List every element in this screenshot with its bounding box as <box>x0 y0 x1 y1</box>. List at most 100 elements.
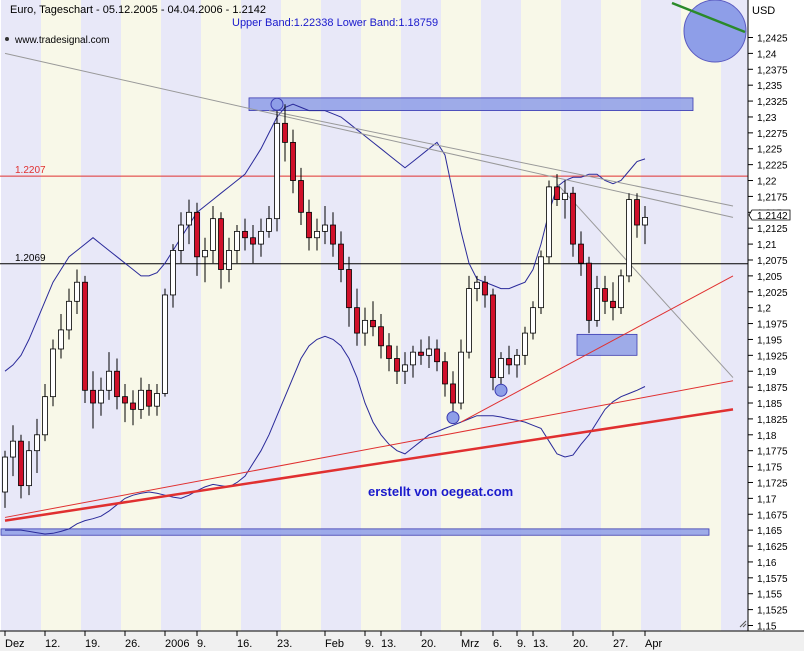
last-price-label: 1.2142 <box>757 211 788 222</box>
candle <box>218 212 224 289</box>
candle-body <box>570 192 576 245</box>
x-axis-background <box>0 631 804 651</box>
week-stripe <box>441 0 481 631</box>
candle-body <box>466 288 472 353</box>
highlight-circle <box>446 411 460 425</box>
candle-body <box>610 300 616 309</box>
y-tick-label: 1,19 <box>757 367 777 378</box>
candle <box>578 231 584 276</box>
candle <box>138 377 144 419</box>
candle-body <box>458 351 464 404</box>
weekly-background-stripes <box>1 0 748 631</box>
highlight-circle <box>270 97 284 111</box>
x-tick-label: 9. <box>197 638 206 650</box>
y-tick-label: 1,1925 <box>757 351 788 362</box>
candle-body <box>322 224 328 232</box>
x-tick-label: Mrz <box>461 638 479 650</box>
candle <box>186 199 192 245</box>
candle-body <box>90 389 96 404</box>
week-stripe <box>1 0 41 631</box>
y-tick-label: 1,175 <box>757 463 782 474</box>
candle <box>2 450 8 508</box>
candle <box>210 205 216 264</box>
candle-body <box>418 351 424 356</box>
trendline <box>4 408 734 522</box>
green-trend-arrow-icon <box>671 1 746 34</box>
y-tick-label: 1,165 <box>757 526 782 537</box>
candle-body <box>114 370 120 398</box>
highlight-boxes <box>0 97 710 536</box>
candle <box>306 199 312 251</box>
candle-body <box>330 224 336 245</box>
candle <box>178 212 184 264</box>
y-tick-label: 1,2175 <box>757 192 788 203</box>
candle <box>114 358 120 410</box>
candle-body <box>226 250 232 270</box>
candle-body <box>562 192 568 200</box>
candle <box>26 441 32 496</box>
candle <box>522 326 528 365</box>
candle-body <box>338 243 344 270</box>
y-tick-label: 1,2075 <box>757 256 788 267</box>
x-tick-label: 2006 <box>165 638 189 650</box>
decorative-circle-icon <box>683 0 747 63</box>
reference-line-labels: 1.2207 1.2069 <box>15 165 46 264</box>
candle-body <box>554 186 560 200</box>
y-tick-label: 1,21 <box>757 240 777 251</box>
candle-body <box>18 440 24 487</box>
candle-body <box>546 186 552 258</box>
candle-body <box>426 348 432 356</box>
trendline <box>460 275 734 423</box>
currency-label: USD <box>752 5 775 17</box>
candle-body <box>498 358 504 378</box>
y-tick-label: 1,155 <box>757 590 782 601</box>
week-stripe <box>201 0 241 631</box>
candle <box>410 345 416 378</box>
y-axis-background <box>748 0 804 631</box>
candle-body <box>594 288 600 321</box>
x-tick-label: 9. <box>365 638 374 650</box>
week-stripe <box>241 0 281 631</box>
candle <box>106 352 112 400</box>
candle-body <box>618 275 624 309</box>
x-tick-label: 9. <box>517 638 526 650</box>
y-tick-label: 1,1975 <box>757 320 788 331</box>
source-bullet-icon <box>5 37 9 41</box>
candle-body <box>234 230 240 251</box>
trendline <box>268 110 734 207</box>
candle-body <box>122 396 128 404</box>
y-tick-label: 1,195 <box>757 335 782 346</box>
candle-body <box>178 224 184 251</box>
candle-body <box>306 211 312 239</box>
candle-body <box>98 389 104 404</box>
candle <box>602 275 608 315</box>
candle <box>122 383 128 423</box>
candle <box>546 180 552 264</box>
candle-body <box>538 256 544 309</box>
y-tick-label: 1,1825 <box>757 415 788 426</box>
week-stripe <box>641 0 681 631</box>
candle <box>362 307 368 346</box>
candle-body <box>66 300 72 331</box>
x-tick-label: 26. <box>125 638 140 650</box>
y-tick-label: 1,18 <box>757 431 777 442</box>
candle-body <box>162 294 168 394</box>
resize-grip-icon[interactable] <box>739 620 747 628</box>
source-label: www.tradesignal.com <box>14 35 109 46</box>
y-tick-label: 1,185 <box>757 399 782 410</box>
candle <box>442 352 448 397</box>
y-tick-label: 1,225 <box>757 145 782 156</box>
candle <box>450 371 456 419</box>
candle <box>34 418 40 473</box>
x-axis-ticks: Dez 12. 19. 26. 2006 9. 16. 23. Feb 9. 13. 20. Mrz 6.… <box>4 631 662 650</box>
candle-body <box>146 389 152 407</box>
candle-body <box>434 348 440 363</box>
candle-body <box>298 180 304 213</box>
candle <box>250 225 256 264</box>
trendlines <box>4 52 734 522</box>
candle-body <box>378 326 384 347</box>
y-tick-label: 1,23 <box>757 113 777 124</box>
y-tick-label: 1,1575 <box>757 574 788 585</box>
candle <box>10 425 16 477</box>
y-tick-label: 1,1625 <box>757 542 788 553</box>
